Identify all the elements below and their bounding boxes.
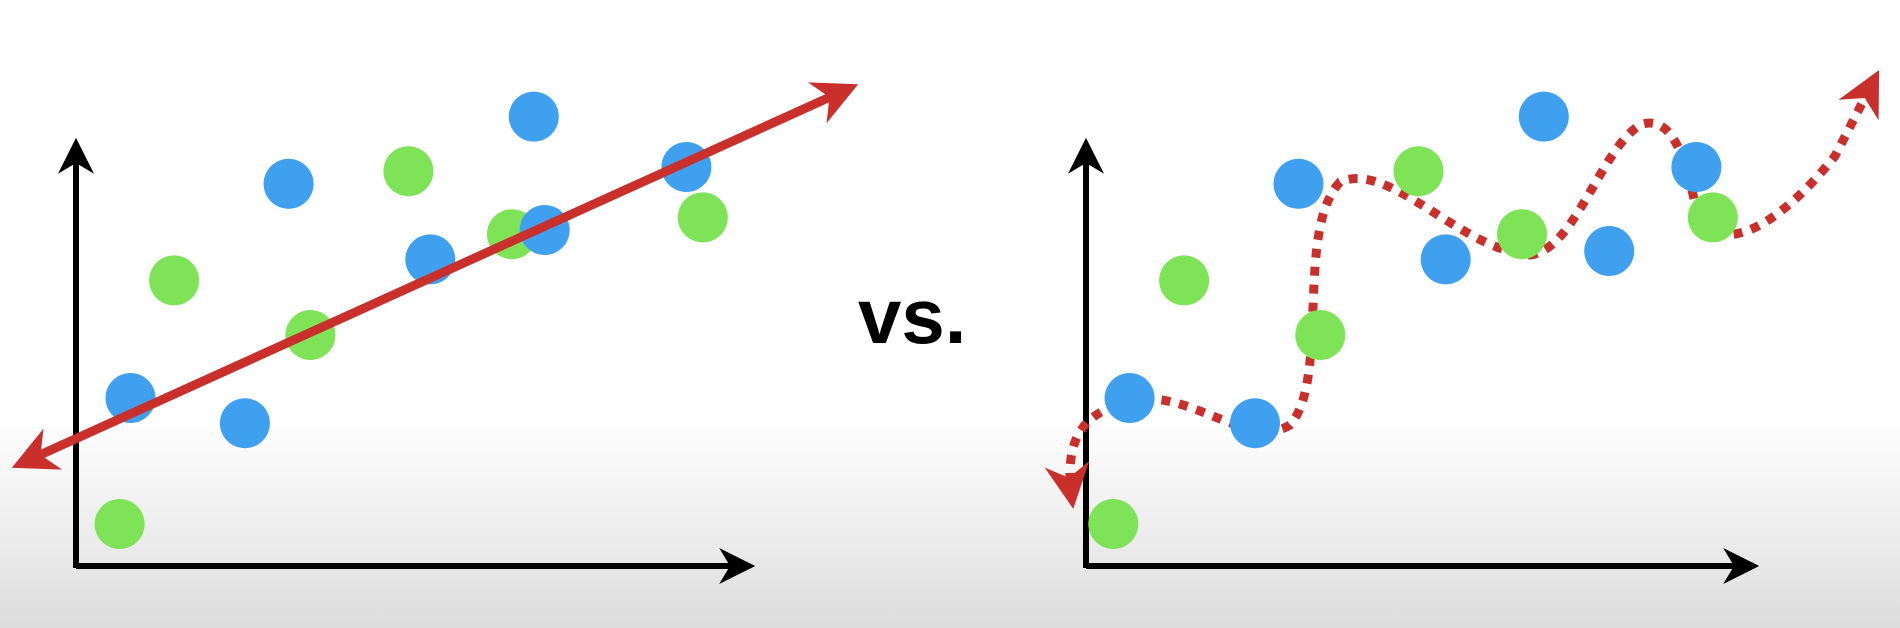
blue-data-point <box>1584 226 1635 276</box>
blue-data-point <box>1104 373 1155 423</box>
green-data-point <box>149 255 200 306</box>
green-data-point <box>1088 499 1139 549</box>
left-data-points <box>94 91 728 549</box>
right-panel <box>1044 69 1880 584</box>
linear-fit-line <box>11 82 859 470</box>
green-data-point <box>677 192 728 243</box>
left-axes <box>58 137 756 584</box>
green-data-point <box>1497 209 1547 260</box>
green-data-point <box>1393 146 1444 197</box>
blue-data-point <box>1420 234 1471 285</box>
right-axes <box>1068 137 1760 584</box>
blue-data-point <box>1671 142 1722 192</box>
blue-data-point <box>1230 398 1280 449</box>
green-data-point <box>383 146 434 197</box>
green-data-point <box>1159 255 1210 306</box>
right-data-points <box>1088 91 1738 549</box>
vs-label: vs. <box>858 272 966 360</box>
green-data-point <box>1687 192 1738 243</box>
blue-data-point <box>1273 158 1324 209</box>
blue-data-point <box>219 398 270 449</box>
green-data-point <box>94 499 145 549</box>
blue-data-point <box>508 91 559 142</box>
blue-data-point <box>1518 91 1569 142</box>
blue-data-point <box>263 158 314 209</box>
left-panel <box>11 82 859 584</box>
green-data-point <box>1295 310 1346 360</box>
